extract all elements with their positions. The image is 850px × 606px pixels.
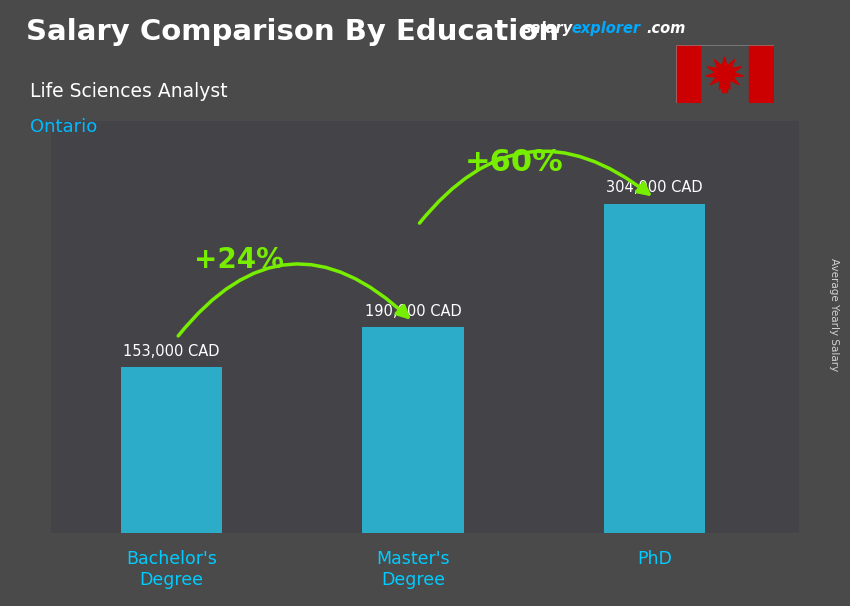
Text: +24%: +24% — [195, 246, 284, 274]
Text: 153,000 CAD: 153,000 CAD — [123, 344, 220, 359]
Bar — [362, 327, 463, 533]
Bar — [722, 84, 727, 92]
Text: Average Yearly Salary: Average Yearly Salary — [829, 259, 839, 371]
Text: .com: .com — [646, 21, 685, 36]
Text: 304,000 CAD: 304,000 CAD — [606, 180, 703, 195]
Text: salary: salary — [523, 21, 573, 36]
Bar — [121, 367, 223, 533]
Text: Salary Comparison By Education: Salary Comparison By Education — [26, 18, 558, 46]
Text: Ontario: Ontario — [30, 118, 97, 136]
Bar — [676, 45, 700, 103]
Text: 190,000 CAD: 190,000 CAD — [365, 304, 462, 319]
Bar — [749, 45, 774, 103]
Bar — [604, 204, 705, 533]
Text: explorer: explorer — [571, 21, 640, 36]
Text: Life Sciences Analyst: Life Sciences Analyst — [30, 82, 227, 101]
Polygon shape — [706, 57, 744, 90]
Text: +60%: +60% — [465, 148, 564, 177]
